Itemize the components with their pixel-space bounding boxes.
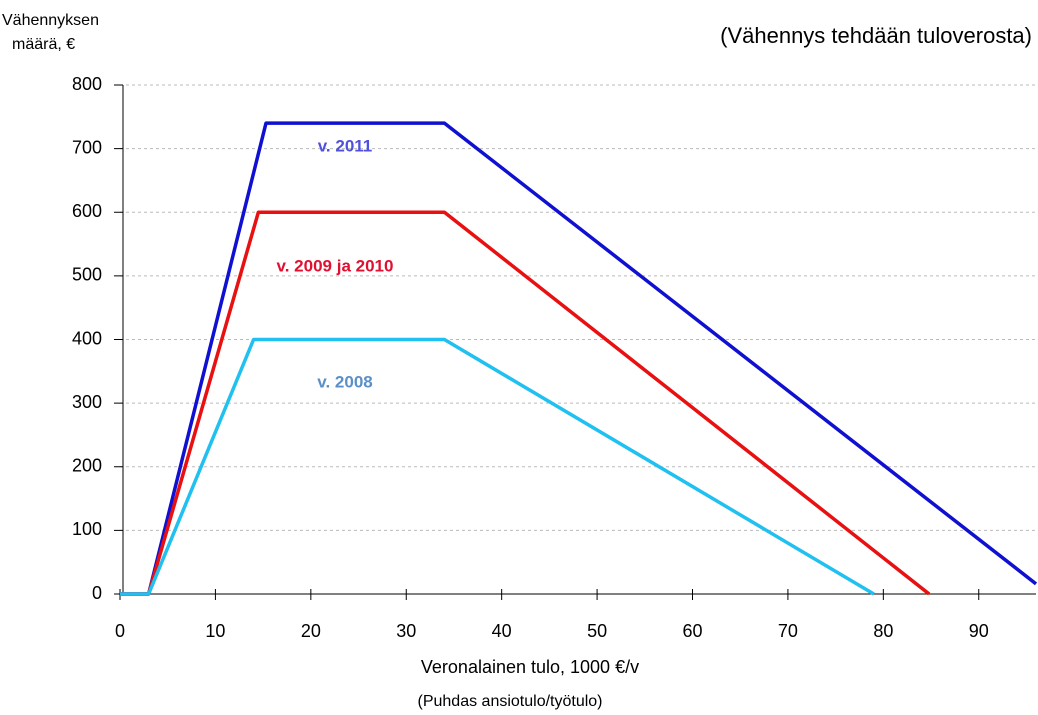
y-tick-label: 400: [72, 328, 102, 348]
x-tick-label: 20: [301, 621, 321, 641]
x-tick-label: 10: [205, 621, 225, 641]
y-tick-label: 800: [72, 74, 102, 94]
x-tick-label: 80: [873, 621, 893, 641]
y-tick-label: 100: [72, 519, 102, 539]
y-tick-label: 300: [72, 392, 102, 412]
series-label: v. 2011: [318, 136, 373, 155]
x-tick-label: 50: [587, 621, 607, 641]
x-tick-label: 70: [778, 621, 798, 641]
y-tick-label: 600: [72, 201, 102, 221]
x-tick-label: 30: [396, 621, 416, 641]
x-tick-label: 40: [492, 621, 512, 641]
x-tick-label: 60: [682, 621, 702, 641]
y-axis-label: Vähennyksen: [2, 12, 99, 29]
y-tick-label: 700: [72, 137, 102, 157]
y-axis-label: määrä, €: [12, 36, 75, 53]
x-tick-label: 90: [969, 621, 989, 641]
subtitle: (Vähennys tehdään tuloverosta): [720, 23, 1032, 48]
series-label: v. 2008: [317, 372, 372, 391]
y-tick-label: 0: [92, 583, 102, 603]
series-label: v. 2009 ja 2010: [277, 256, 394, 275]
y-tick-label: 500: [72, 265, 102, 285]
x-axis-note: (Puhdas ansiotulo/työtulo): [418, 693, 603, 710]
x-tick-label: 0: [115, 621, 125, 641]
y-tick-label: 200: [72, 456, 102, 476]
series-line: [120, 121, 1038, 596]
x-axis-label: Veronalainen tulo, 1000 €/v: [421, 657, 639, 677]
series-line: [120, 337, 875, 596]
